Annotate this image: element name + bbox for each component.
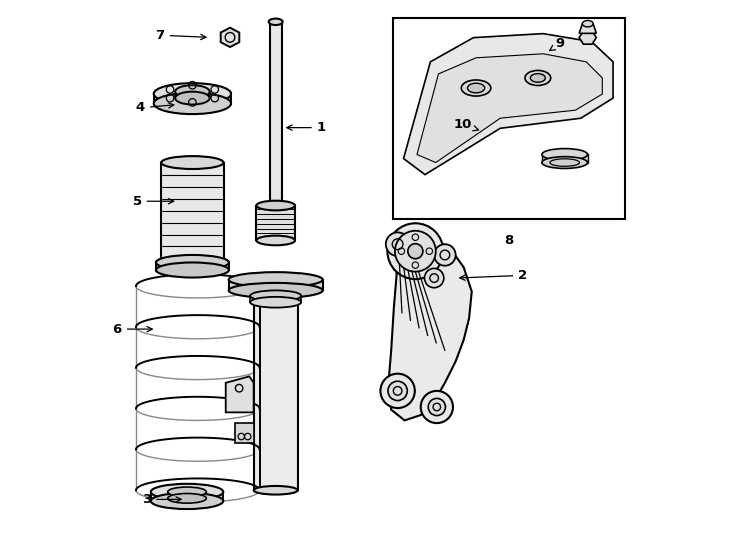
Text: 5: 5: [133, 195, 174, 208]
Polygon shape: [161, 163, 224, 265]
Polygon shape: [226, 376, 254, 413]
Ellipse shape: [542, 157, 587, 168]
Ellipse shape: [150, 493, 223, 509]
Circle shape: [408, 244, 423, 259]
Polygon shape: [256, 206, 295, 240]
Circle shape: [380, 374, 415, 408]
Polygon shape: [579, 31, 596, 44]
Ellipse shape: [254, 486, 298, 495]
Text: 8: 8: [504, 234, 514, 247]
Polygon shape: [150, 492, 223, 501]
Circle shape: [386, 232, 410, 256]
Ellipse shape: [167, 487, 206, 497]
Circle shape: [428, 399, 446, 416]
Ellipse shape: [150, 484, 223, 500]
Ellipse shape: [461, 80, 491, 96]
Circle shape: [424, 268, 444, 288]
Polygon shape: [388, 238, 472, 421]
Ellipse shape: [229, 272, 323, 287]
Text: 4: 4: [136, 102, 174, 114]
Polygon shape: [579, 24, 596, 33]
Circle shape: [434, 244, 456, 266]
Ellipse shape: [256, 201, 295, 211]
Polygon shape: [156, 262, 229, 270]
Text: 6: 6: [112, 322, 152, 335]
Ellipse shape: [156, 255, 229, 270]
Polygon shape: [153, 94, 231, 104]
Circle shape: [421, 391, 453, 423]
Ellipse shape: [153, 93, 231, 114]
Circle shape: [388, 223, 443, 279]
Ellipse shape: [256, 235, 295, 245]
Circle shape: [395, 231, 436, 272]
Ellipse shape: [175, 85, 210, 98]
Ellipse shape: [582, 21, 593, 27]
Polygon shape: [404, 33, 613, 174]
Polygon shape: [270, 23, 282, 219]
Circle shape: [388, 381, 407, 401]
Polygon shape: [175, 92, 210, 98]
Ellipse shape: [468, 83, 484, 93]
Ellipse shape: [175, 92, 210, 105]
Ellipse shape: [250, 297, 301, 308]
Ellipse shape: [167, 494, 206, 503]
Ellipse shape: [525, 70, 550, 85]
Ellipse shape: [153, 83, 231, 104]
Polygon shape: [235, 423, 254, 443]
Text: 2: 2: [459, 269, 527, 282]
Ellipse shape: [254, 298, 298, 307]
Text: 3: 3: [142, 493, 181, 506]
Polygon shape: [254, 302, 298, 490]
Ellipse shape: [542, 148, 587, 160]
Ellipse shape: [531, 73, 545, 82]
Polygon shape: [229, 280, 323, 291]
Polygon shape: [221, 28, 239, 47]
Ellipse shape: [229, 283, 323, 298]
Ellipse shape: [161, 156, 224, 169]
Ellipse shape: [269, 18, 283, 25]
Text: 1: 1: [287, 121, 326, 134]
Polygon shape: [417, 54, 603, 163]
Text: 9: 9: [550, 37, 565, 51]
Polygon shape: [542, 154, 587, 163]
Text: 7: 7: [156, 29, 206, 42]
Bar: [393, 17, 625, 219]
Ellipse shape: [156, 262, 229, 278]
Polygon shape: [250, 296, 301, 302]
Ellipse shape: [250, 291, 301, 301]
Text: 10: 10: [454, 118, 479, 131]
